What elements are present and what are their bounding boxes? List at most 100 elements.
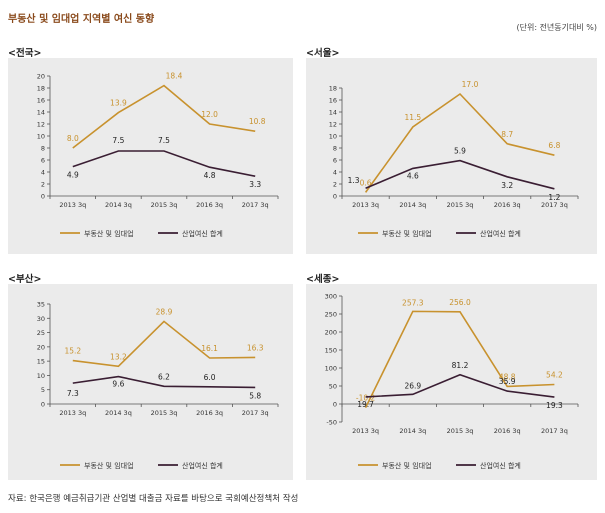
- y-tick-label: 150: [325, 347, 337, 355]
- data-label: 5.9: [454, 147, 466, 156]
- data-label: 4.6: [407, 171, 419, 180]
- x-tick-label: 2016 3q: [196, 409, 223, 417]
- data-label: 257.3: [402, 298, 424, 307]
- legend-label-2: 산업여신 합계: [480, 229, 521, 238]
- series-line-1: [364, 92, 555, 193]
- data-label: 8.0: [67, 134, 79, 143]
- y-tick-label: 10: [329, 133, 337, 141]
- y-tick-label: -50: [326, 419, 337, 427]
- data-label: 5.8: [249, 391, 261, 400]
- x-tick-label: 2015 3q: [151, 201, 178, 209]
- y-tick-label: 8: [333, 145, 337, 153]
- x-tick-label: 2015 3q: [447, 427, 474, 435]
- y-tick-label: 0: [333, 401, 337, 409]
- y-tick-label: 0: [41, 193, 45, 201]
- data-label: 6.8: [548, 141, 560, 150]
- y-tick-label: 50: [329, 383, 337, 391]
- x-tick-label: 2016 3q: [196, 201, 223, 209]
- y-tick-label: 300: [325, 293, 337, 301]
- y-tick-label: 20: [37, 343, 45, 351]
- page-title: 부동산 및 임대업 지역별 여신 동향: [8, 14, 155, 25]
- panel-label-sejong: <세종>: [306, 274, 340, 285]
- data-label: 16.3: [247, 343, 264, 352]
- data-label: 7.5: [112, 136, 124, 145]
- y-tick-label: 14: [37, 109, 45, 117]
- y-tick-label: 15: [37, 358, 45, 366]
- data-label: 18.4: [166, 72, 183, 81]
- data-label: 13.2: [110, 352, 127, 361]
- data-label: 54.2: [546, 370, 563, 379]
- data-label: 19.7: [357, 400, 374, 409]
- panel-busan: 0 5 10 15 20 25 30 35 2013 3q 2014 3q 2015 3q 2016 …: [8, 284, 293, 480]
- data-label: 3.2: [501, 181, 513, 190]
- series-line-2: [72, 150, 256, 177]
- y-tick-label: 14: [329, 109, 337, 117]
- data-label: 28.9: [156, 307, 173, 316]
- x-tick-label: 2017 3q: [541, 201, 568, 209]
- y-tick-label: 0: [333, 193, 337, 201]
- data-label: 35.9: [499, 377, 516, 386]
- source-note: 자료: 한국은행 예금취급기관 산업별 대출금 자료를 바탕으로 국회예산정책처…: [8, 494, 299, 504]
- y-tick-label: 250: [325, 311, 337, 319]
- y-tick-label: 6: [41, 157, 45, 165]
- data-label: 13.9: [110, 99, 127, 108]
- data-label: 15.2: [64, 347, 81, 356]
- x-tick-label: 2015 3q: [151, 409, 178, 417]
- panel-national: 0 2 4 6 8 10 12 14 16 18 20 2013 3q 2014 3q 2015 3q 20…: [8, 58, 293, 254]
- x-tick-label: 2014 3q: [399, 201, 426, 209]
- panel-label-busan: <부산>: [8, 274, 42, 285]
- legend-label-2: 산업여신 합계: [182, 461, 223, 470]
- chart-national: 0 2 4 6 8 10 12 14 16 18 20 2013 3q 2014 3q 2015 3q 20…: [37, 72, 279, 238]
- data-label: 81.2: [452, 361, 469, 370]
- data-label: 12.0: [201, 110, 218, 119]
- data-label: 17.0: [462, 80, 479, 89]
- unit-note: (단위: 전년동기대비 %): [516, 23, 597, 32]
- x-tick-label: 2016 3q: [494, 201, 521, 209]
- series-line-1: [72, 320, 256, 368]
- y-tick-label: 16: [37, 97, 45, 105]
- x-tick-label: 2017 3q: [242, 409, 269, 417]
- chart-seoul: 0 2 4 6 8 10 12 14 16 18 2013 3q 2014 3q 2015 3q 2016…: [329, 80, 579, 238]
- x-tick-label: 2014 3q: [399, 427, 426, 435]
- y-tick-label: 25: [37, 329, 45, 337]
- x-tick-label: 2013 3q: [352, 427, 379, 435]
- legend-label-1: 부동산 및 임대업: [382, 229, 432, 238]
- data-label: 19.3: [546, 401, 563, 410]
- data-label: 11.5: [404, 113, 421, 122]
- chart-sejong: -50 0 50 100 150 200 250 300 2013 3q 2014 3q 2015 …: [325, 293, 579, 470]
- x-tick-label: 2015 3q: [447, 201, 474, 209]
- x-tick-label: 2013 3q: [352, 201, 379, 209]
- y-tick-label: 0: [41, 401, 45, 409]
- y-tick-label: 2: [41, 181, 45, 189]
- data-label: 4.9: [67, 171, 79, 180]
- y-tick-label: 4: [333, 169, 337, 177]
- legend-label-1: 부동산 및 임대업: [382, 461, 432, 470]
- data-label: 0.6: [360, 178, 372, 187]
- y-tick-label: 20: [37, 73, 45, 81]
- data-label: 8.7: [501, 130, 513, 139]
- x-tick-label: 2016 3q: [494, 427, 521, 435]
- y-tick-label: 10: [37, 372, 45, 380]
- data-label: 48.8: [499, 372, 516, 381]
- x-tick-label: 2013 3q: [59, 201, 86, 209]
- x-tick-label: 2013 3q: [59, 409, 86, 417]
- y-tick-label: 18: [329, 85, 337, 93]
- legend-label-1: 부동산 및 임대업: [84, 229, 134, 238]
- data-label: 7.5: [158, 136, 170, 145]
- y-tick-label: 100: [325, 365, 337, 373]
- data-label: 6.2: [158, 372, 170, 381]
- y-tick-label: 10: [37, 133, 45, 141]
- panel-label-seoul: <서울>: [306, 48, 340, 59]
- panel-sejong: -50 0 50 100 150 200 250 300 2013 3q 2014 3q 2015 …: [306, 284, 597, 480]
- y-tick-label: 5: [41, 386, 45, 394]
- y-tick-label: 35: [37, 301, 45, 309]
- y-tick-label: 16: [329, 97, 337, 105]
- data-label: 4.8: [204, 171, 216, 180]
- chart-busan: 0 5 10 15 20 25 30 35 2013 3q 2014 3q 2015 3q 2016 …: [37, 301, 279, 470]
- panel-label-national: <전국>: [8, 48, 42, 59]
- data-label: 6.0: [204, 373, 216, 382]
- data-label: 1.3: [348, 176, 360, 185]
- y-tick-label: 18: [37, 85, 45, 93]
- data-label: 9.6: [112, 380, 124, 389]
- data-label: 26.9: [404, 381, 421, 390]
